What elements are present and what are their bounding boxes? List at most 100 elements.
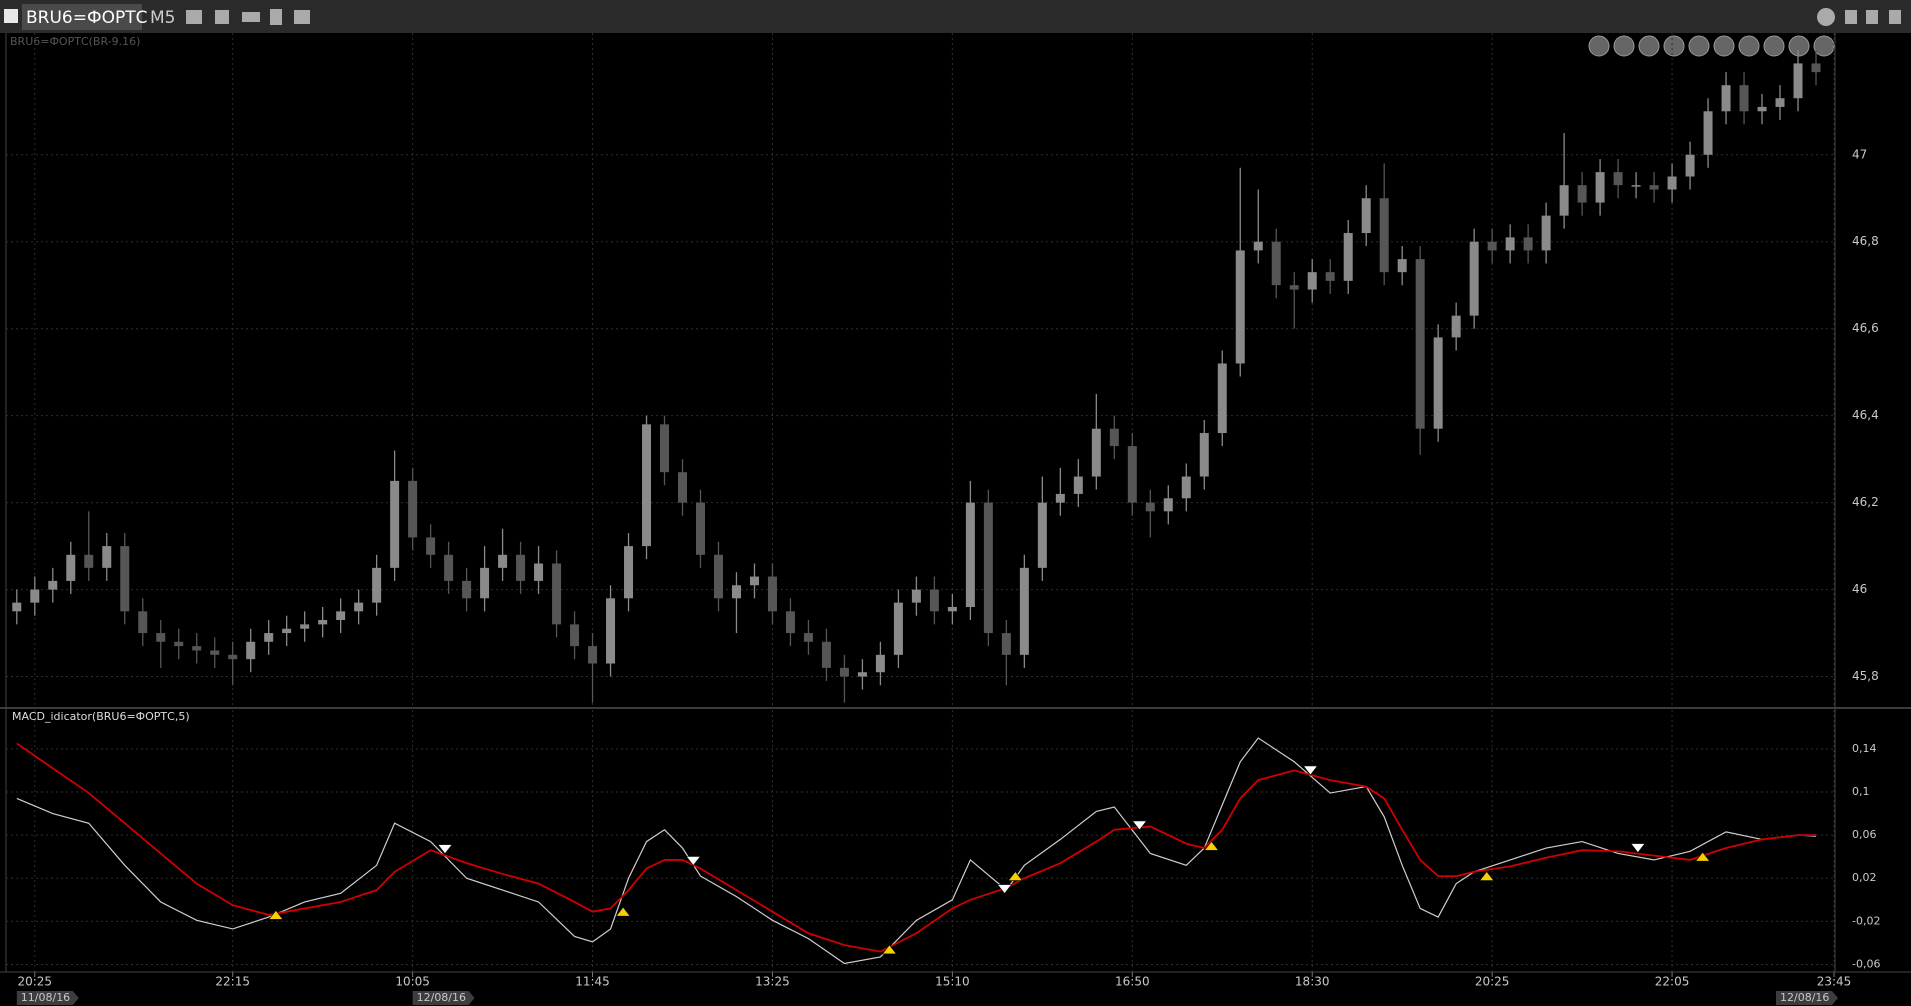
nav-button[interactable] — [1663, 35, 1685, 57]
buy-signal — [1007, 871, 1023, 881]
candle-body — [282, 628, 292, 634]
candle-body — [228, 654, 238, 660]
x-tick-label: 22:15 — [215, 975, 250, 989]
candle-body — [570, 624, 580, 647]
candle-body — [1523, 237, 1533, 251]
sell-signal — [685, 856, 701, 866]
x-tick-label: 23:45 — [1817, 975, 1852, 989]
nav-button[interactable] — [1588, 35, 1610, 57]
indicator-tool[interactable] — [242, 12, 260, 22]
candle-body — [875, 654, 885, 673]
sell-signal — [1131, 820, 1148, 831]
candle-body — [1019, 567, 1029, 655]
candle-body — [1505, 237, 1515, 251]
draw-tool[interactable] — [215, 10, 229, 24]
candle-body — [1181, 476, 1191, 499]
y-tick-label: 0,02 — [1852, 871, 1877, 884]
upload-icon[interactable] — [1866, 10, 1878, 24]
x-tick-label: 10:05 — [395, 975, 430, 989]
candle-body — [1001, 633, 1011, 655]
nav-button[interactable] — [1613, 35, 1635, 57]
indicator-line — [16, 737, 1817, 965]
date-tag — [16, 991, 79, 1005]
candle-body — [1685, 154, 1695, 177]
candle-body — [1073, 476, 1083, 494]
timeframe[interactable]: M5 — [150, 8, 175, 28]
candle-body — [1757, 106, 1767, 112]
levels-tool[interactable] — [294, 10, 310, 24]
candle-tool[interactable] — [186, 10, 202, 24]
y-tick-label: 0,1 — [1852, 785, 1870, 798]
candle-body — [1703, 111, 1713, 155]
symbol-tab[interactable] — [22, 4, 142, 30]
x-tick-label: 18:30 — [1295, 975, 1330, 989]
candle-body — [1235, 250, 1245, 364]
y-tick-label: -0,02 — [1852, 914, 1880, 927]
candle-body — [642, 424, 652, 547]
cursor-tool[interactable] — [270, 9, 282, 25]
candle-body — [1667, 176, 1677, 190]
candle-body — [1145, 502, 1155, 512]
nav-button[interactable] — [1738, 35, 1760, 57]
menu-icon[interactable] — [1889, 10, 1901, 24]
nav-button[interactable] — [1813, 35, 1835, 57]
candle-body — [1775, 98, 1785, 107]
y-tick-label: 0,14 — [1852, 742, 1877, 755]
date-tag — [412, 991, 475, 1005]
candle-body — [660, 424, 670, 473]
sell-signal — [996, 884, 1013, 895]
candle-body — [30, 589, 40, 603]
candle-body — [1613, 172, 1623, 186]
candle-body — [1397, 259, 1407, 273]
candle-body — [983, 502, 993, 634]
candle-body — [480, 567, 490, 599]
candle-body — [102, 546, 112, 568]
candle-body — [156, 633, 166, 642]
candle-body — [264, 633, 274, 642]
sell-signal — [1302, 765, 1319, 776]
candle-body — [1793, 63, 1803, 99]
candle-body — [1559, 185, 1569, 216]
candle-body — [803, 633, 813, 642]
candle-body — [929, 589, 939, 612]
candle-body — [1289, 285, 1299, 290]
nav-button[interactable] — [1713, 35, 1735, 57]
x-tick-label: 22:05 — [1655, 975, 1690, 989]
nav-button[interactable] — [1688, 35, 1710, 57]
candle-body — [1055, 493, 1065, 503]
candle-body — [624, 546, 634, 599]
download-icon[interactable] — [1845, 10, 1857, 24]
candle-body — [534, 563, 544, 581]
window-icon[interactable] — [4, 9, 18, 23]
date-tag — [1776, 991, 1838, 1005]
candle-body — [965, 502, 975, 607]
candle-body — [444, 554, 454, 581]
dollar-icon[interactable] — [1817, 8, 1835, 26]
candle-body — [839, 667, 849, 677]
candle-body — [1163, 498, 1173, 512]
nav-button[interactable] — [1638, 35, 1660, 57]
tool-icons — [186, 8, 1901, 26]
nav-button[interactable] — [1788, 35, 1810, 57]
y-tick-label: 46,2 — [1852, 495, 1879, 509]
candle-body — [426, 537, 436, 555]
candle-body — [606, 598, 616, 664]
candle-body — [1343, 233, 1353, 281]
y-tick-label: 46 — [1852, 582, 1867, 596]
candle-body — [911, 589, 921, 603]
candle-body — [1433, 337, 1443, 429]
candle-body — [318, 620, 328, 625]
candle-body — [893, 602, 903, 655]
symbol: BRU6=ФОРТС — [26, 8, 148, 28]
candle-body — [1325, 272, 1335, 281]
candle-body — [1253, 241, 1263, 251]
candle-body — [1307, 272, 1317, 290]
candle-body — [1739, 85, 1749, 112]
buy-signal — [1695, 851, 1711, 862]
candle-body — [821, 641, 831, 668]
nav-button[interactable] — [1763, 35, 1785, 57]
buy-signal — [1203, 840, 1220, 851]
candle-body — [210, 650, 220, 655]
candle-body — [174, 641, 184, 647]
